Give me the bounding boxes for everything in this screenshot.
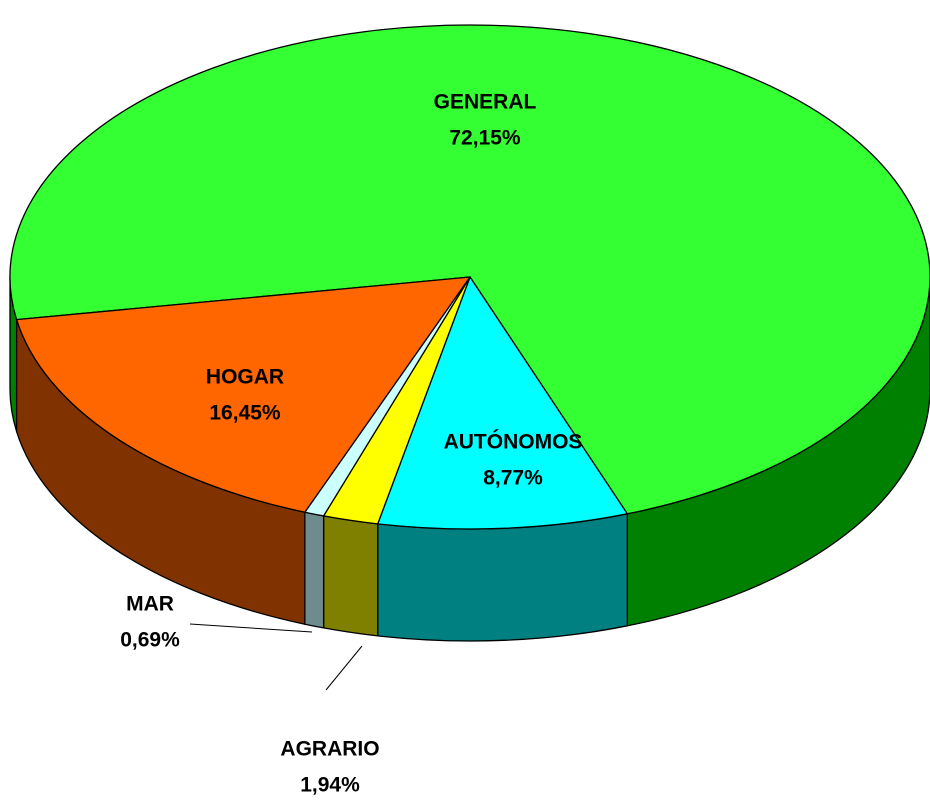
slice-value-label: 72,15%	[449, 127, 521, 150]
leader-line	[325, 645, 363, 691]
slice-side	[304, 511, 325, 629]
slice-label: GENERAL	[434, 91, 537, 114]
slice-value-label: 16,45%	[209, 402, 281, 425]
slice-value-label: 0,69%	[120, 629, 180, 652]
slice-label: AUTÓNOMOS	[444, 430, 583, 454]
leader-line	[189, 623, 313, 633]
pie-tops	[9, 24, 930, 530]
slice-side	[322, 515, 379, 637]
slice	[9, 24, 930, 515]
slice-value-label: 1,94%	[300, 774, 360, 797]
slice-value-label: 8,77%	[483, 467, 543, 490]
slice-label: HOGAR	[206, 366, 284, 389]
slice-side	[377, 513, 628, 642]
slice	[377, 276, 628, 530]
slice-label: AGRARIO	[280, 738, 379, 761]
slice-label: MAR	[126, 593, 174, 616]
pie-labels: GENERAL 72,15% AUTÓNOMOS 8,77% AGRARIO 1,94% M…	[120, 91, 582, 797]
pie-sides	[9, 276, 930, 642]
slice	[15, 276, 471, 513]
